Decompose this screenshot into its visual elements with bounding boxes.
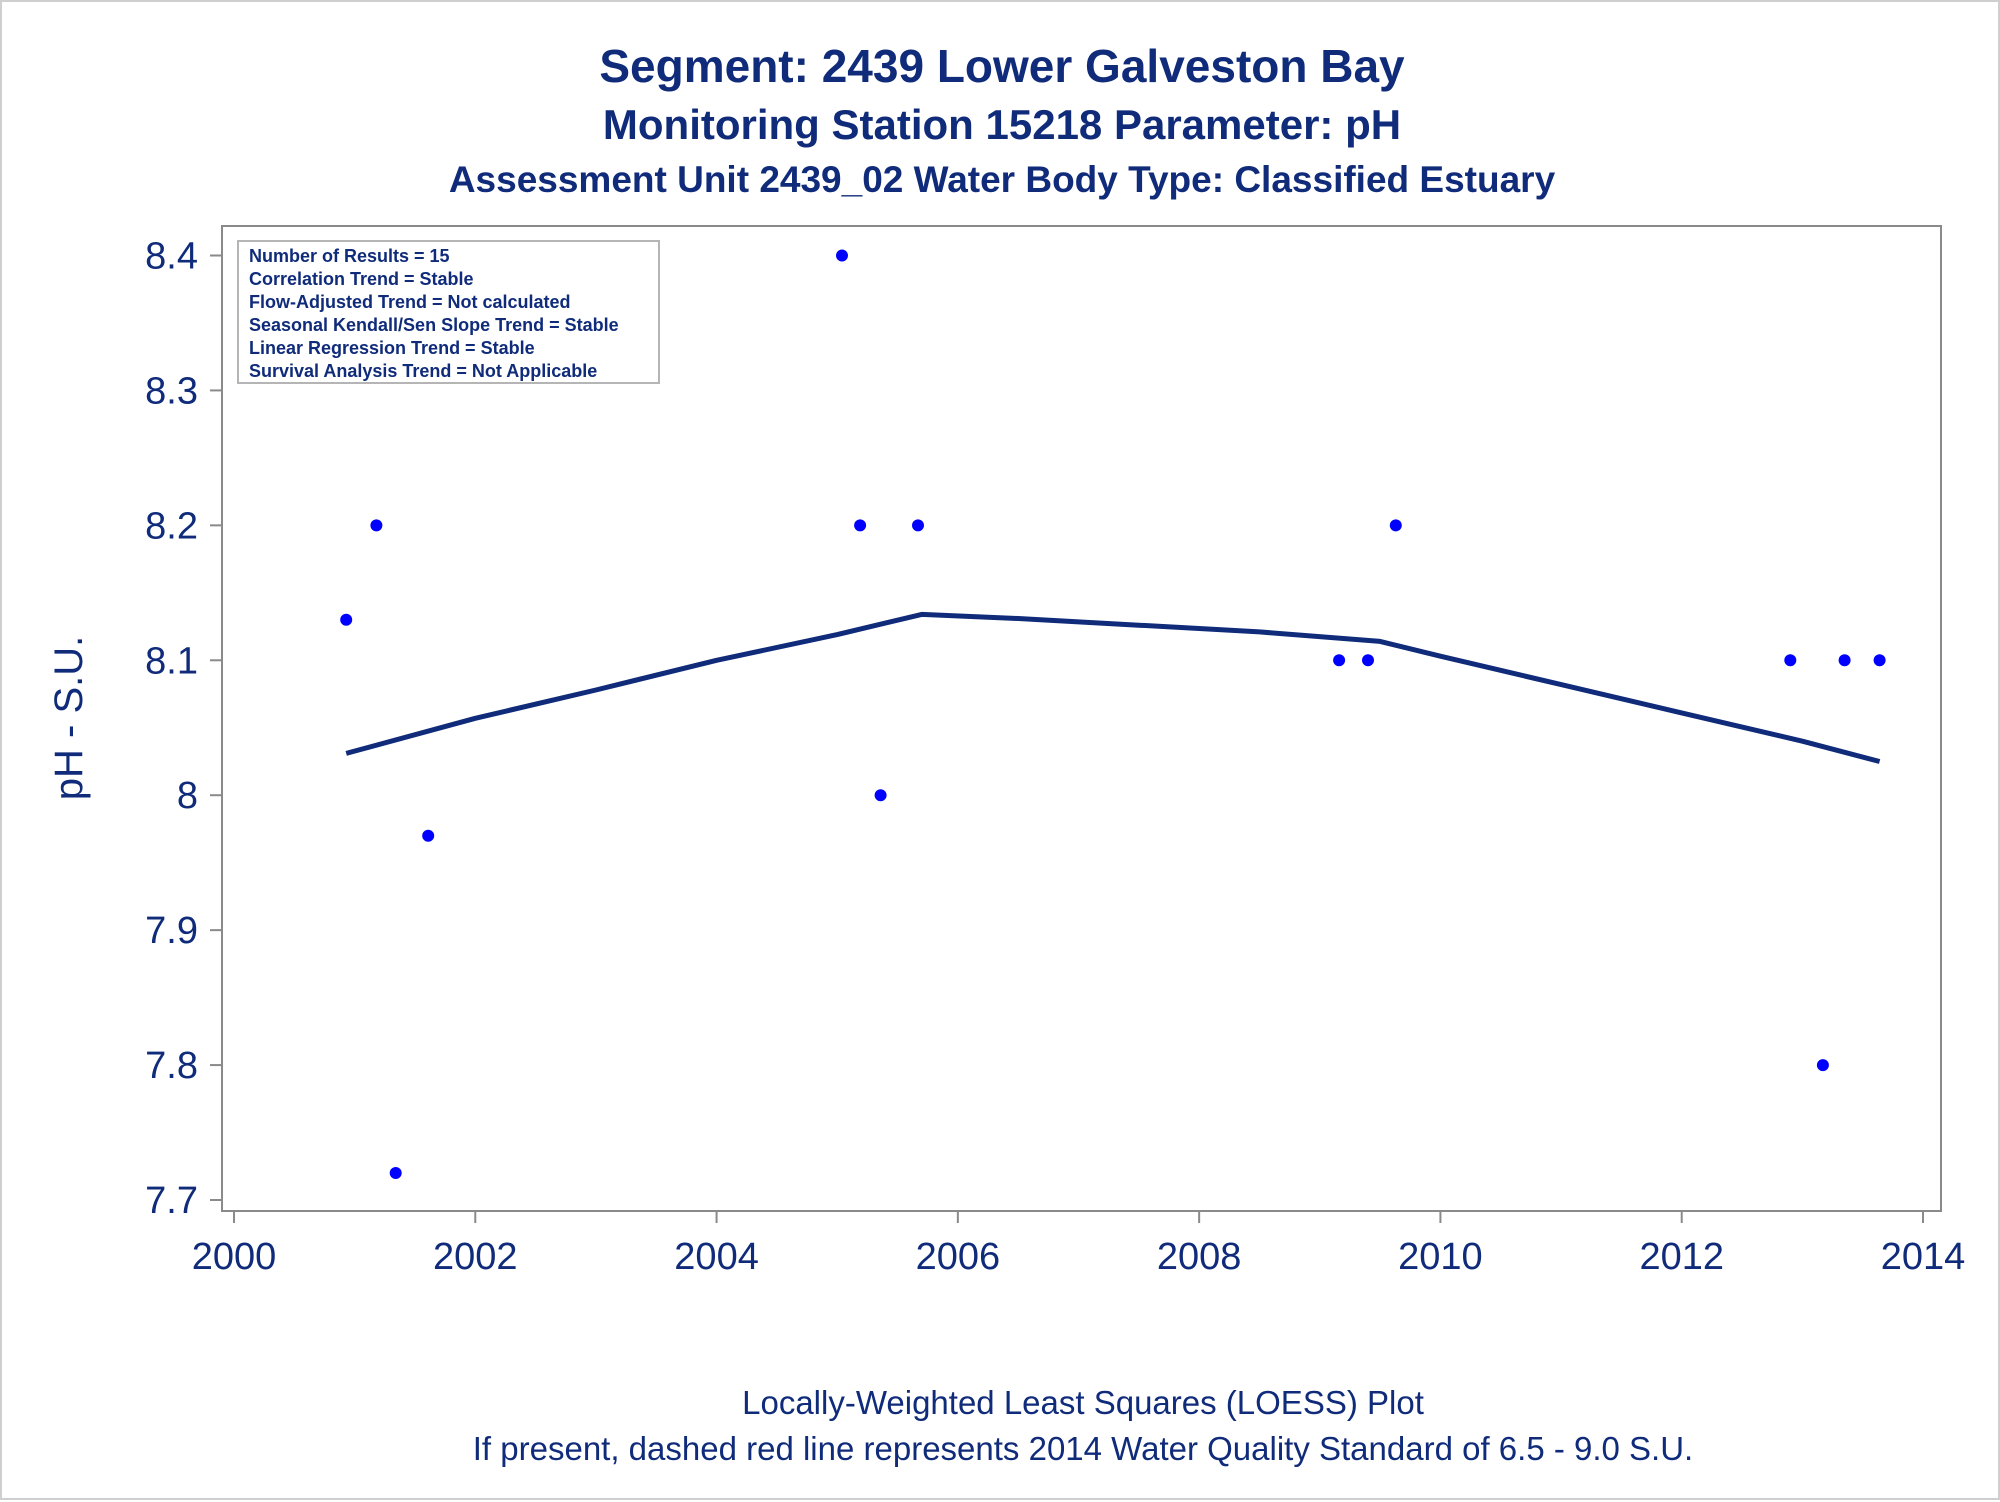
data-point bbox=[854, 519, 867, 532]
x-tick-label: 2008 bbox=[1157, 1236, 1242, 1278]
y-tick-label: 7.7 bbox=[145, 1180, 198, 1222]
x-tick-label: 2014 bbox=[1881, 1236, 1966, 1278]
chart-subtitle-assessment: Assessment Unit 2439_02 Water Body Type:… bbox=[449, 159, 1556, 200]
stats-inset-box bbox=[237, 240, 660, 384]
data-point bbox=[1873, 654, 1886, 667]
y-axis-label: pH - S.U. bbox=[47, 636, 91, 800]
data-point bbox=[1389, 519, 1402, 532]
footnote-standard: If present, dashed red line represents 2… bbox=[473, 1430, 1693, 1467]
data-point bbox=[1333, 654, 1346, 667]
x-axis: 2000 2002 2004 2006 2008 2010 2012 2014 bbox=[192, 1211, 1966, 1278]
stat-linear-regression-trend: Linear Regression Trend = Stable bbox=[249, 338, 535, 358]
loess-series bbox=[345, 611, 1881, 764]
y-tick-label: 7.9 bbox=[145, 910, 198, 952]
loess-line bbox=[345, 611, 1881, 764]
y-tick-label: 8.1 bbox=[145, 640, 198, 682]
data-point bbox=[912, 519, 924, 532]
footnote-plot-type: Locally-Weighted Least Squares (LOESS) P… bbox=[742, 1384, 1424, 1421]
data-point bbox=[1362, 654, 1374, 667]
plot-area bbox=[221, 225, 1942, 1212]
y-axis: 7.7 7.8 7.9 8 8.1 8.2 8.3 8.4 bbox=[145, 235, 222, 1222]
x-tick-label: 2006 bbox=[916, 1236, 1001, 1278]
x-tick-label: 2004 bbox=[674, 1236, 759, 1278]
y-tick-label: 8.4 bbox=[145, 235, 198, 277]
x-tick-label: 2012 bbox=[1639, 1236, 1724, 1278]
data-point bbox=[1838, 654, 1851, 667]
y-tick-label: 7.8 bbox=[145, 1045, 198, 1087]
data-point bbox=[874, 789, 887, 802]
x-tick-label: 2002 bbox=[433, 1236, 518, 1278]
y-tick-label: 8.2 bbox=[145, 505, 198, 547]
chart-subtitle-station: Monitoring Station 15218 Parameter: pH bbox=[603, 101, 1401, 148]
data-point bbox=[836, 249, 848, 262]
data-point bbox=[1784, 654, 1797, 667]
y-tick-label: 8.3 bbox=[145, 370, 198, 412]
x-tick-label: 2010 bbox=[1398, 1236, 1483, 1278]
x-tick-label: 2000 bbox=[192, 1236, 277, 1278]
data-point bbox=[340, 613, 353, 626]
stats-inset: Number of Results = 15 Correlation Trend… bbox=[237, 240, 660, 384]
data-point bbox=[389, 1167, 402, 1179]
chart-title: Segment: 2439 Lower Galveston Bay bbox=[599, 40, 1405, 92]
stat-correlation-trend: Correlation Trend = Stable bbox=[249, 269, 474, 289]
stat-seasonal-kendall-trend: Seasonal Kendall/Sen Slope Trend = Stabl… bbox=[249, 315, 619, 335]
stat-number-of-results: Number of Results = 15 bbox=[249, 246, 450, 266]
y-tick-label: 8 bbox=[177, 775, 198, 817]
data-point bbox=[422, 829, 435, 842]
data-point bbox=[370, 519, 383, 532]
data-point bbox=[1816, 1059, 1829, 1072]
results-series bbox=[340, 249, 1886, 1179]
stat-survival-analysis-trend: Survival Analysis Trend = Not Applicable bbox=[249, 361, 597, 381]
stat-flow-adjusted-trend: Flow-Adjusted Trend = Not calculated bbox=[249, 292, 571, 312]
